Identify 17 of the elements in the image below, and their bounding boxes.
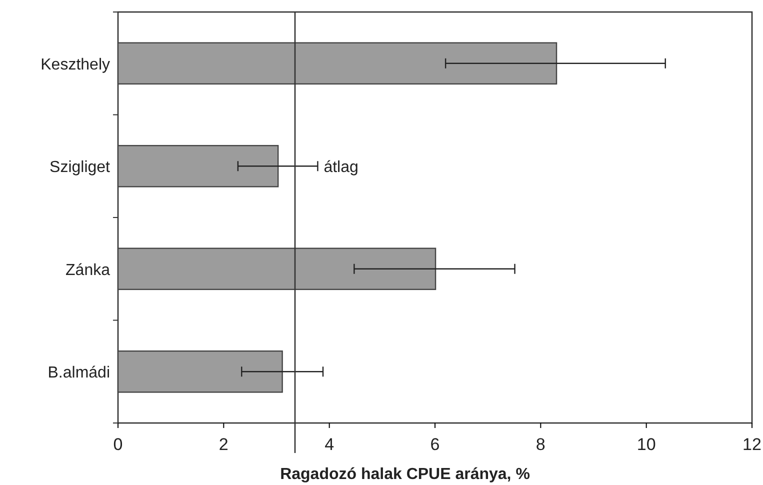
x-tick-label: 4 xyxy=(324,435,334,454)
y-tick-label: Szigliget xyxy=(50,159,111,176)
x-tick-label: 12 xyxy=(742,435,762,454)
x-tick-label: 10 xyxy=(636,435,656,454)
x-axis-title: Ragadozó halak CPUE aránya, % xyxy=(280,466,530,483)
y-tick-label: Zánka xyxy=(66,262,110,279)
bar xyxy=(117,248,436,290)
y-tick-label: Keszthely xyxy=(40,56,110,74)
ref-line-label: átlag xyxy=(324,159,358,176)
x-tick-label: 6 xyxy=(430,435,440,454)
x-tick-label: 0 xyxy=(113,435,123,454)
bar xyxy=(117,42,558,85)
x-tick-label: 2 xyxy=(218,435,228,454)
bar xyxy=(117,350,283,393)
x-tick-label: 8 xyxy=(536,435,546,454)
bar xyxy=(117,144,279,188)
y-tick-label: B.almádi xyxy=(48,364,110,382)
